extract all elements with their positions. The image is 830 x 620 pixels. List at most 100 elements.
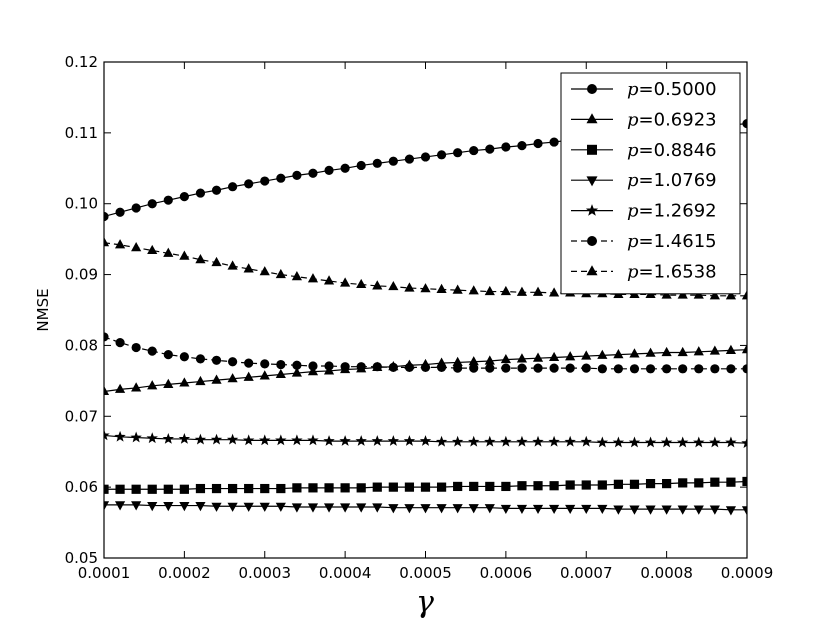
data-point [179, 484, 189, 494]
data-point [355, 435, 367, 446]
data-point [163, 247, 174, 257]
data-point [517, 363, 527, 373]
data-point [517, 481, 527, 491]
data-point [662, 478, 672, 489]
data-point [645, 478, 656, 489]
data-point [195, 502, 206, 512]
data-point [613, 348, 624, 359]
data-point [356, 160, 366, 171]
data-point [131, 241, 142, 252]
data-point [163, 502, 174, 512]
legend-entry: p=1.2692 [571, 201, 717, 222]
legend-marker [586, 265, 598, 276]
data-point [340, 277, 351, 287]
data-point [645, 505, 656, 515]
data-point [629, 479, 640, 489]
legend-marker [587, 84, 598, 95]
data-point [548, 435, 560, 447]
legend-label: p=1.4615 [627, 231, 717, 252]
data-point [292, 483, 302, 493]
data-point [549, 351, 560, 362]
data-point [613, 505, 624, 515]
data-point [211, 355, 222, 365]
data-point [693, 346, 704, 356]
data-point [178, 432, 191, 444]
data-point [114, 430, 126, 442]
data-point [420, 283, 431, 293]
data-point [276, 173, 286, 183]
data-point [146, 432, 158, 444]
data-point [660, 436, 673, 448]
data-point [227, 373, 238, 383]
data-point [436, 504, 447, 514]
data-point [104, 429, 110, 441]
data-point [549, 481, 559, 491]
y-tick-label: 0.10 [65, 195, 98, 213]
data-point [308, 483, 318, 493]
data-point [485, 481, 495, 492]
data-point [104, 385, 110, 396]
data-point [501, 481, 511, 492]
legend-p-symbol: p [627, 201, 639, 222]
data-point [500, 285, 511, 296]
data-point [549, 287, 560, 297]
data-point [114, 239, 126, 249]
data-point [709, 436, 721, 448]
data-point [324, 361, 334, 371]
data-point [710, 364, 720, 374]
data-point [453, 363, 463, 373]
data-point [104, 501, 110, 511]
legend: p=0.5000p=0.6923p=0.8846p=1.0769p=1.2692… [560, 72, 741, 295]
data-point [131, 501, 142, 511]
data-point [532, 435, 544, 447]
data-point [228, 357, 238, 367]
y-tick-label: 0.11 [65, 124, 98, 142]
data-point [147, 199, 157, 209]
data-point [131, 342, 141, 353]
legend-marker [586, 176, 598, 187]
data-point [340, 362, 350, 372]
data-point [581, 480, 591, 490]
y-tick-label: 0.07 [65, 407, 98, 425]
data-point [372, 503, 383, 513]
data-point [195, 188, 206, 198]
data-point [741, 437, 747, 449]
data-point [323, 275, 335, 285]
data-point [501, 142, 511, 152]
data-point [210, 433, 223, 445]
data-point [115, 207, 125, 217]
legend-p-symbol: p [627, 170, 639, 191]
data-point [308, 361, 318, 371]
data-point [275, 268, 286, 279]
data-point [292, 360, 302, 370]
data-point [662, 364, 672, 374]
data-point [179, 192, 189, 202]
data-point [516, 353, 528, 363]
data-point [726, 364, 736, 374]
data-point [469, 145, 479, 156]
data-point [725, 344, 737, 354]
data-point [629, 505, 640, 515]
data-point [372, 280, 383, 290]
data-point [597, 364, 607, 374]
data-point [356, 503, 367, 513]
y-tick-label: 0.08 [65, 336, 98, 354]
data-point [678, 364, 688, 374]
legend-label: p=1.2692 [627, 201, 717, 222]
legend-p-symbol: p [627, 109, 639, 130]
data-point [147, 244, 158, 255]
data-point [485, 144, 495, 154]
data-point [420, 362, 431, 372]
data-point [564, 435, 576, 447]
data-point [403, 435, 416, 446]
data-point [404, 482, 415, 492]
data-point [404, 504, 415, 514]
data-point [436, 482, 447, 492]
data-point [226, 433, 239, 445]
data-point [501, 363, 511, 373]
x-tick-label: 0.0004 [319, 564, 372, 582]
legend-entry: p=0.5000 [571, 79, 717, 100]
data-point [292, 170, 302, 180]
data-point [549, 504, 560, 515]
y-tick-label: 0.06 [65, 478, 98, 496]
